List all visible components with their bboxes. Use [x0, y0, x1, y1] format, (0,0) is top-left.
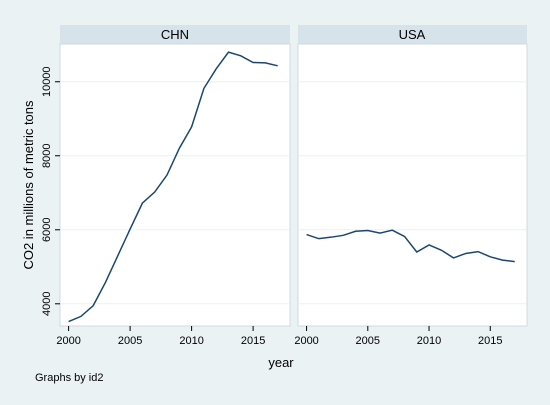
x-tick-label-chn: 2010 [179, 335, 203, 347]
y-tick-label: 8000 [41, 144, 53, 168]
chart-note: Graphs by id2 [35, 372, 103, 384]
x-tick-label-usa: 2005 [356, 335, 380, 347]
panel-usa-x-axis: 2000 2005 2010 2015 [294, 326, 503, 347]
y-tick-label: 6000 [41, 218, 53, 242]
x-tick-label-chn: 2015 [241, 335, 265, 347]
panel-usa-strip [298, 25, 527, 44]
x-tick-label-usa: 2000 [294, 335, 318, 347]
panel-chn-gridlines [60, 81, 290, 305]
panel-chn-plot-area [59, 43, 291, 327]
panel-chn-strip [60, 25, 290, 44]
panel-chn-x-axis: 2000 2005 2010 2015 [56, 326, 265, 347]
panel-chn-title: CHN [161, 27, 189, 42]
y-axis: 4000 6000 8000 10000 [41, 66, 60, 316]
x-axis-title: year [268, 355, 294, 370]
panel-usa-plot-area [297, 43, 528, 327]
x-tick-label-chn: 2000 [56, 335, 80, 347]
y-tick-label: 4000 [41, 292, 53, 316]
x-tick-label-usa: 2015 [478, 335, 502, 347]
panel-usa-gridlines [298, 81, 527, 305]
series-line-chn [68, 51, 278, 323]
y-axis-title: CO2 in millions of metric tons [21, 100, 36, 270]
x-tick-label-chn: 2005 [118, 335, 142, 347]
y-tick-label: 10000 [41, 66, 53, 97]
panel-usa-title: USA [399, 27, 426, 42]
x-tick-label-usa: 2010 [417, 335, 441, 347]
series-line-usa [306, 229, 515, 263]
